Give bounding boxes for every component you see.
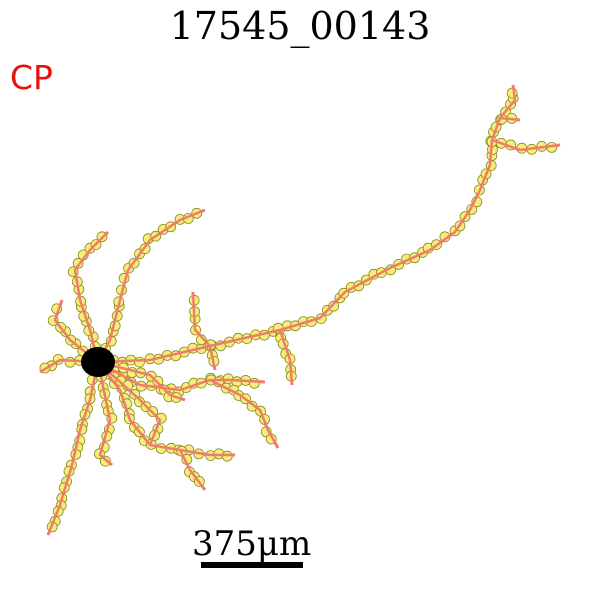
neurite-branch-overlay [97,360,186,402]
neurite-branch-overlay [191,291,211,347]
scale-bar-label: 375μm [192,524,312,564]
neurite-nodes [39,84,561,536]
region-label: CP [10,58,53,97]
neurite-branch-overlay [97,360,266,392]
neurite-node [195,334,207,346]
neurite-branch-overlay [97,361,162,446]
neurite-branch-overlay [208,345,217,371]
neurite-branch-overlay [499,116,521,122]
neurite-branch-overlay [96,208,206,363]
neurite-branch-overlay [209,378,280,449]
neurite-branch-overlay [97,84,517,364]
neurite-node [134,356,145,368]
neurite-node [64,356,76,368]
neurite-branch-overlay [491,138,561,152]
neurite-branch-overlay [96,361,113,466]
neurite-branch-overlay [178,449,206,491]
neurite-node [248,377,260,389]
scale-bar [201,562,303,568]
neurite-node [328,300,340,312]
soma [81,347,115,377]
neurite-branch-overlay [73,231,109,363]
neurite-branch-overlay [46,361,100,536]
neuron-id-title: 17545_00143 [169,4,431,48]
neurite-branch-overlay [53,299,99,363]
neurite-branch-overlay [278,329,294,386]
